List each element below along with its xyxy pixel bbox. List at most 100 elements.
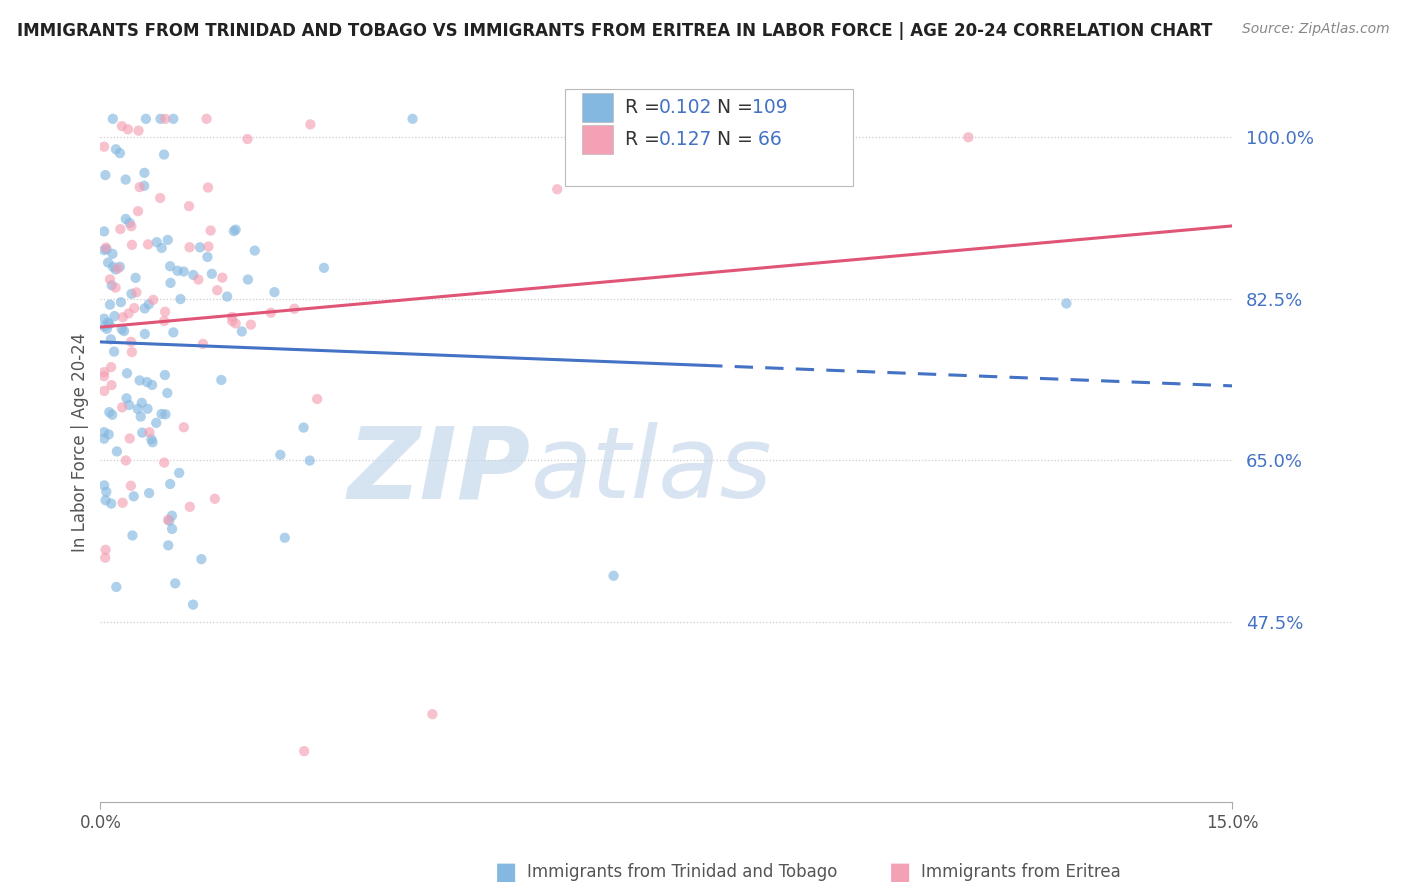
Point — [118, 216, 141, 230]
Point — [135, 112, 157, 126]
Point — [111, 496, 134, 510]
Point — [190, 552, 212, 566]
Point — [221, 314, 243, 328]
Point — [103, 309, 125, 323]
Point — [179, 500, 201, 514]
Point — [93, 224, 115, 238]
Point — [97, 427, 120, 442]
Point — [211, 270, 233, 285]
Point — [181, 598, 204, 612]
Point — [110, 295, 132, 310]
Point — [93, 432, 115, 446]
Point — [96, 484, 118, 499]
Point — [292, 420, 315, 434]
Point — [157, 538, 180, 552]
Point — [167, 466, 190, 480]
Point — [401, 112, 423, 126]
Point — [124, 271, 146, 285]
Point — [225, 317, 247, 331]
Point — [236, 272, 259, 286]
Point — [131, 396, 153, 410]
Point — [546, 182, 568, 196]
Point — [128, 180, 150, 194]
Point — [155, 407, 177, 421]
Bar — [582, 93, 613, 121]
Point — [299, 117, 322, 131]
Text: 0.102: 0.102 — [658, 97, 711, 117]
Point — [122, 301, 145, 315]
Point — [111, 310, 134, 325]
Text: Immigrants from Trinidad and Tobago: Immigrants from Trinidad and Tobago — [527, 863, 838, 881]
Point — [243, 244, 266, 258]
Point — [136, 237, 159, 252]
Point — [138, 425, 160, 440]
Point — [422, 707, 444, 722]
Point — [93, 311, 115, 326]
Point — [134, 301, 156, 316]
Point — [162, 112, 184, 126]
Point — [121, 286, 143, 301]
Point — [101, 247, 124, 261]
Point — [117, 306, 139, 320]
Point — [160, 522, 183, 536]
Point — [104, 142, 127, 156]
Point — [105, 580, 128, 594]
Point — [101, 408, 124, 422]
Text: Source: ZipAtlas.com: Source: ZipAtlas.com — [1241, 22, 1389, 37]
Point — [269, 448, 291, 462]
Point — [94, 493, 117, 508]
Point — [118, 398, 141, 412]
Point — [120, 334, 142, 349]
Point — [93, 243, 115, 257]
Point — [188, 240, 211, 254]
Point — [157, 514, 180, 528]
Point — [153, 314, 176, 328]
Point — [173, 264, 195, 278]
Point — [121, 238, 143, 252]
Text: 109: 109 — [752, 97, 789, 117]
Point — [100, 378, 122, 392]
Point — [108, 260, 131, 274]
Point — [197, 180, 219, 194]
Point — [93, 139, 115, 153]
Point — [292, 744, 315, 758]
Point — [141, 378, 163, 392]
Point — [136, 401, 159, 416]
Point — [312, 260, 335, 275]
Point — [129, 409, 152, 424]
Text: IMMIGRANTS FROM TRINIDAD AND TOBAGO VS IMMIGRANTS FROM ERITREA IN LABOR FORCE | : IMMIGRANTS FROM TRINIDAD AND TOBAGO VS I… — [17, 22, 1212, 40]
Point — [165, 576, 187, 591]
Point — [138, 486, 160, 500]
Point — [117, 122, 139, 136]
Point — [94, 550, 117, 565]
Point — [187, 272, 209, 286]
Point — [93, 319, 115, 334]
Text: ■: ■ — [495, 861, 517, 884]
Point — [120, 479, 142, 493]
Point — [121, 345, 143, 359]
Point — [153, 456, 176, 470]
Point — [107, 261, 129, 276]
Point — [207, 283, 229, 297]
Text: ZIP: ZIP — [347, 422, 530, 519]
Point — [149, 112, 172, 126]
Point — [127, 204, 149, 219]
Point — [93, 478, 115, 492]
Text: N =: N = — [717, 130, 759, 149]
Point — [94, 241, 117, 255]
Point — [260, 306, 283, 320]
Point — [1054, 296, 1077, 310]
Point — [160, 508, 183, 523]
Text: 66: 66 — [752, 130, 782, 149]
Point — [142, 293, 165, 307]
Point — [118, 432, 141, 446]
Point — [134, 166, 156, 180]
Point — [97, 255, 120, 269]
Point — [105, 444, 128, 458]
Point — [115, 366, 138, 380]
Point — [236, 132, 259, 146]
Point — [114, 172, 136, 186]
Point — [120, 219, 142, 234]
Point — [153, 147, 176, 161]
Point — [298, 453, 321, 467]
